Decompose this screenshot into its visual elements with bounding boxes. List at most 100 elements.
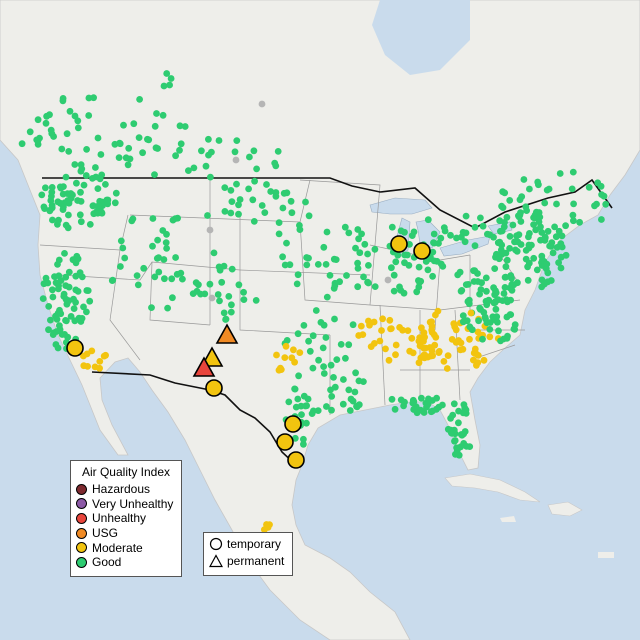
station-dot bbox=[63, 130, 71, 138]
station-dot bbox=[557, 264, 565, 272]
station-dot bbox=[204, 212, 211, 219]
temporary-monitor-marker bbox=[287, 451, 305, 469]
station-dot bbox=[447, 231, 454, 239]
station-dot bbox=[291, 385, 299, 393]
station-dot bbox=[228, 265, 236, 273]
station-dot bbox=[279, 204, 287, 212]
station-dot bbox=[71, 112, 79, 120]
station-dot bbox=[409, 349, 417, 357]
station-dot bbox=[502, 263, 510, 271]
station-dot bbox=[151, 171, 158, 179]
station-dot bbox=[461, 238, 469, 246]
station-dot bbox=[404, 327, 412, 334]
station-dot bbox=[405, 262, 413, 269]
station-dot bbox=[235, 210, 242, 218]
station-dot bbox=[233, 180, 240, 188]
station-dot bbox=[593, 200, 600, 208]
station-dot bbox=[218, 278, 226, 286]
station-dot bbox=[558, 232, 566, 240]
station-dot bbox=[508, 286, 516, 294]
station-dot bbox=[365, 279, 372, 287]
station-dot bbox=[530, 221, 537, 229]
station-dot bbox=[172, 152, 180, 160]
station-dot bbox=[303, 261, 311, 269]
station-dot bbox=[56, 183, 64, 191]
temporary-monitor-marker bbox=[284, 415, 302, 433]
station-dot bbox=[56, 322, 63, 330]
station-dot bbox=[282, 342, 290, 350]
station-dot bbox=[160, 82, 168, 90]
station-dot bbox=[250, 218, 258, 225]
station-dot bbox=[86, 221, 94, 228]
station-dot bbox=[418, 324, 425, 332]
station-dot bbox=[349, 321, 357, 329]
station-dot bbox=[492, 305, 500, 313]
station-dot bbox=[526, 230, 533, 237]
station-dot bbox=[206, 280, 214, 288]
station-dot bbox=[428, 322, 436, 330]
station-dot bbox=[161, 275, 168, 283]
station-dot bbox=[73, 179, 80, 187]
station-dot bbox=[94, 134, 102, 142]
station-dot bbox=[429, 352, 436, 360]
station-dot bbox=[49, 293, 57, 301]
station-dot bbox=[208, 294, 216, 302]
station-dot bbox=[258, 100, 266, 108]
station-dot bbox=[535, 181, 542, 189]
station-dot bbox=[408, 334, 416, 342]
station-dot bbox=[506, 245, 513, 252]
station-dot bbox=[294, 271, 302, 279]
station-dot bbox=[82, 172, 90, 179]
station-dot bbox=[463, 317, 471, 325]
station-dot bbox=[429, 272, 436, 280]
station-dot bbox=[275, 230, 283, 238]
station-dot bbox=[62, 221, 70, 229]
station-dot bbox=[491, 299, 499, 306]
station-dot bbox=[506, 233, 514, 240]
station-dot bbox=[323, 403, 330, 410]
station-dot bbox=[261, 209, 269, 217]
station-dot bbox=[520, 176, 528, 183]
station-dot bbox=[80, 362, 88, 370]
station-dot bbox=[327, 386, 334, 394]
station-dot bbox=[139, 149, 147, 157]
station-dot bbox=[275, 219, 283, 227]
station-dot bbox=[424, 400, 432, 408]
station-dot bbox=[501, 273, 509, 281]
station-dot bbox=[497, 337, 504, 345]
station-dot bbox=[65, 268, 73, 276]
station-dot bbox=[525, 259, 533, 267]
station-dot bbox=[455, 419, 462, 427]
station-dot bbox=[358, 230, 365, 238]
station-dot bbox=[397, 287, 405, 294]
station-dot bbox=[594, 179, 602, 187]
station-dot bbox=[195, 281, 202, 289]
station-dot bbox=[382, 345, 389, 353]
station-dot bbox=[549, 249, 557, 257]
station-dot bbox=[48, 130, 56, 138]
station-dot bbox=[570, 200, 577, 208]
station-dot bbox=[562, 222, 569, 230]
station-dot bbox=[345, 341, 353, 349]
station-dot bbox=[53, 315, 61, 323]
station-dot bbox=[486, 333, 494, 341]
station-dot bbox=[327, 361, 335, 369]
station-dot bbox=[227, 187, 235, 194]
station-dot bbox=[303, 419, 310, 427]
station-dot bbox=[151, 122, 159, 130]
station-dot bbox=[476, 305, 484, 313]
station-dot bbox=[77, 198, 85, 205]
station-dot bbox=[515, 231, 523, 239]
station-dot bbox=[326, 272, 334, 279]
station-dot bbox=[292, 403, 300, 411]
station-dot bbox=[111, 140, 119, 148]
station-dot bbox=[263, 181, 270, 188]
station-dot bbox=[169, 294, 176, 302]
station-dot bbox=[420, 351, 428, 359]
station-dot bbox=[236, 196, 244, 203]
station-dot bbox=[117, 263, 124, 270]
station-dot bbox=[55, 216, 62, 224]
station-dot bbox=[365, 262, 372, 269]
station-dot bbox=[355, 235, 362, 243]
station-dot bbox=[331, 315, 338, 323]
